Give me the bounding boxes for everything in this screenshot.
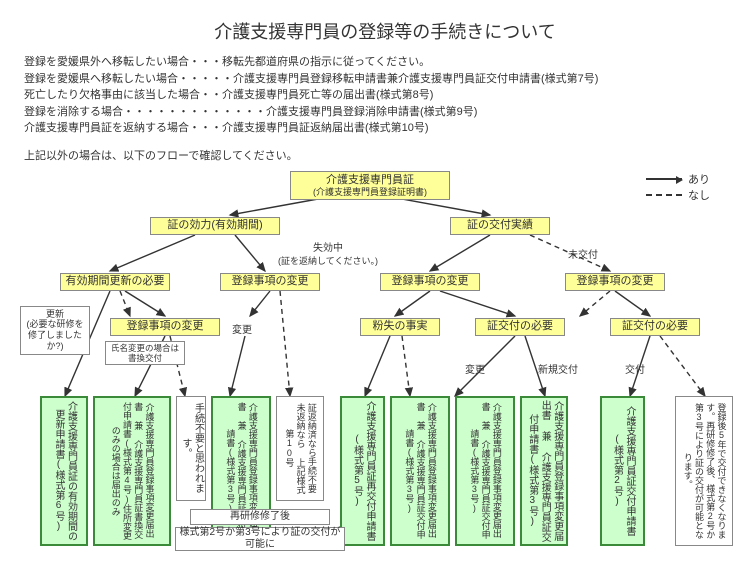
leaf-6: 介護支援専門員登録事項変更届出書 兼 介護支援専門員証交付申請書(様式第3号) (390, 396, 450, 546)
note-update: 更新 (必要な研修を修了しましたか?) (20, 306, 90, 355)
leaf-0: 介護支援専門員証の有効期間の更新申請書(様式第6号) (40, 396, 88, 546)
label-lost: 失効中 (証を返納してください。) (278, 239, 378, 267)
intro-block: 登録を愛媛県外へ移転したい場合・・・移転先都道府県の指示に従ってください。 登録… (24, 54, 750, 137)
leaf-7b: 介護支援専門員登録事項変更届出書 兼 介護支援専門員証交付申請書(様式第3号) (520, 396, 568, 546)
node-need-issue-2: 証交付の必要 (610, 318, 700, 336)
node-root-sub: (介護支援専門員登録証明書) (313, 187, 427, 198)
flow-diagram: あり なし 介護支援専門員証 (介護支援専門員登録証明書) 証の効力(有効期間)… (10, 171, 740, 551)
node-validity: 証の効力(有効期間) (150, 217, 280, 235)
legend-solid-label: あり (688, 171, 710, 187)
legend-solid-icon (646, 178, 682, 180)
intro-line: 登録を消除する場合・・・・・・・・・・・・・介護支援専門員登録消除申請書(様式第… (24, 104, 750, 121)
label-unissued: 未交付 (568, 246, 598, 261)
intro-line: 登録を愛媛県へ移転したい場合・・・・・介護支援専門員登録移転申請書兼介護支援専門… (24, 71, 750, 88)
node-change-sub: 登録事項の変更 (110, 318, 220, 336)
note-update-t: 更新 (46, 309, 64, 320)
label-lost-s: (証を返納してください。) (278, 256, 378, 266)
note-after-training-sub: 様式第2号か第3号により証の交付が可能に (175, 527, 345, 551)
note-update-s: (必要な研修を修了しましたか?) (24, 319, 86, 351)
node-change-3: 登録事項の変更 (565, 273, 665, 291)
legend-dash-label: なし (688, 187, 710, 203)
node-change-2: 登録事項の変更 (380, 273, 480, 291)
node-lost: 粉失の事実 (360, 318, 440, 336)
intro-line: 死亡したり欠格事由に該当した場合・・介護支援専門員死亡等の届出書(様式第8号) (24, 87, 750, 104)
page-title: 介護支援専門員の登録等の手続きについて (10, 18, 750, 44)
label-issue: 交付 (625, 361, 645, 376)
node-change-1: 登録事項の変更 (220, 273, 320, 291)
leaf-2: 手続不要と思われます。 (176, 396, 206, 501)
legend: あり なし (646, 171, 710, 203)
node-root: 介護支援専門員証 (介護支援専門員登録証明書) (290, 171, 450, 201)
note-after-training: 再研修修了後 (190, 509, 330, 525)
note-name-change: 氏名変更の場合は書換交付 (105, 341, 185, 365)
node-issuance-record: 証の交付実績 (450, 217, 550, 235)
label-change-2: 変更 (465, 361, 485, 376)
label-lost-t: 失効中 (313, 243, 343, 254)
label-change-1: 変更 (232, 321, 252, 336)
node-root-title: 介護支援専門員証 (326, 174, 414, 187)
leaf-7: 介護支援専門員登録事項変更届出書 兼 介護支援専門員証交付申請書(様式第3号) (455, 396, 515, 546)
leaf-1: 介護支援専門員登録事項変更届出書 兼 介護支援専門員証書換交付申請書(様式第4号… (93, 396, 171, 546)
leaf-9: 登録後5年で交付できなくなります。再研修修了後、様式第2号か第3号により証の交付… (675, 396, 733, 546)
intro-line: 登録を愛媛県外へ移転したい場合・・・移転先都道府県の指示に従ってください。 (24, 54, 750, 71)
legend-dash-icon (646, 194, 682, 196)
node-renewal-need: 有効期間更新の必要 (60, 273, 170, 291)
node-need-issue-1: 証交付の必要 (475, 318, 565, 336)
leaf-5: 介護支援専門員証再交付申請書(様式第5号) (340, 396, 385, 546)
flow-hint: 上記以外の場合は、以下のフローで確認してください。 (24, 147, 750, 163)
leaf-4: 証返納済なら手続不要 未返納なら 上記様式第10号 (276, 396, 324, 501)
leaf-8: 介護支援専門員証交付申請書(様式第2号) (600, 396, 645, 546)
label-new-issue: 新規交付 (538, 361, 578, 376)
intro-line: 介護支援専門員証を返納する場合・・・介護支援専門員証返納届出書(様式第10号) (24, 120, 750, 137)
